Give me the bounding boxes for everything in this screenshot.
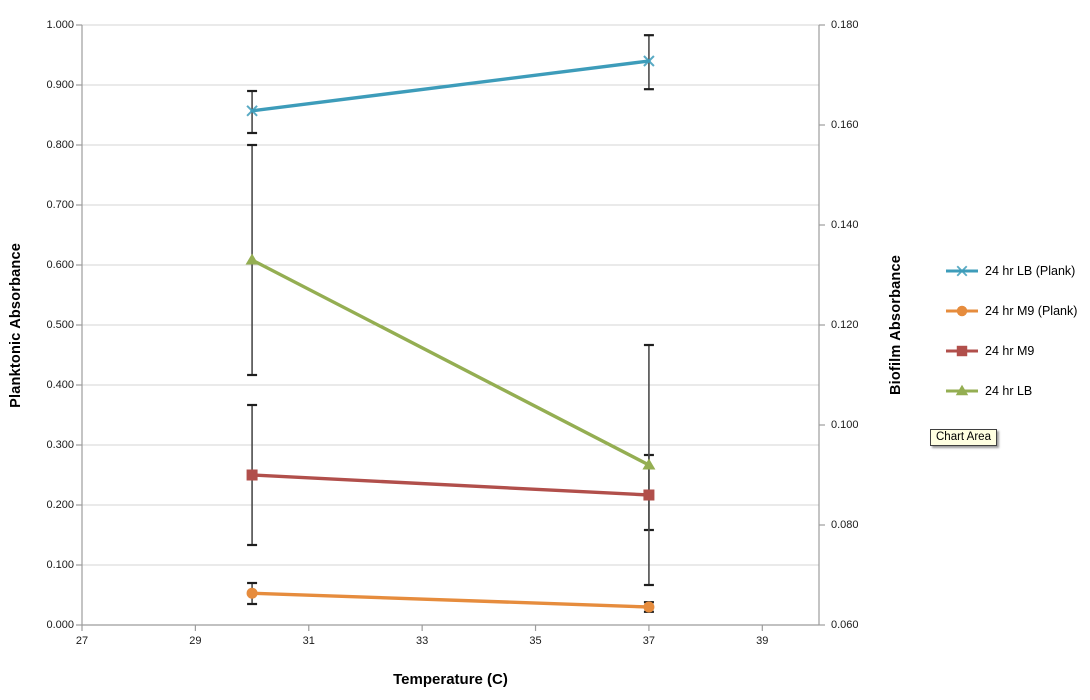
right-axis-tick-label: 0.100	[831, 419, 859, 431]
x-axis-tick-label: 31	[302, 635, 315, 647]
legend[interactable]: 24 hr LB (Plank) 24 hr M9 (Plank) 24 hr M9…	[946, 251, 1077, 411]
square-marker-icon	[246, 469, 258, 481]
left-axis-tick-label: 0.500	[46, 319, 74, 331]
legend-key-icon	[946, 265, 978, 277]
legend-item-24-hr-m9-plank-[interactable]: 24 hr M9 (Plank)	[946, 291, 1077, 331]
right-axis-tick-label: 0.120	[831, 319, 859, 331]
right-axis-tick-label: 0.160	[831, 119, 859, 131]
x-axis-tick-label: 33	[416, 635, 429, 647]
right-axis-tick-label: 0.180	[831, 19, 859, 31]
series-line-24-hr-m9[interactable]	[250, 473, 651, 497]
right-axis-tick-label: 0.080	[831, 519, 859, 531]
left-axis-tick-label: 0.400	[46, 379, 74, 391]
left-axis-tick-label: 0.000	[46, 619, 74, 631]
left-axis-tick-label: 0.200	[46, 499, 74, 511]
x-axis-tick-label: 27	[75, 635, 89, 647]
left-axis-tick-label: 1.000	[46, 19, 74, 31]
legend-label: 24 hr LB (Plank)	[985, 264, 1076, 278]
series-line-24-hr-lb[interactable]	[250, 258, 651, 467]
x-axis-tick-label: 39	[756, 635, 769, 647]
square-marker-icon	[956, 345, 968, 357]
triangle-marker-icon	[245, 253, 259, 265]
right-axis-tick-label: 0.140	[831, 219, 859, 231]
right-axis-title: Biofilm Absorbance	[882, 25, 910, 625]
legend-key-icon	[946, 384, 978, 396]
left-axis-tick-label: 0.900	[46, 79, 74, 91]
chart-area-tooltip: Chart Area	[930, 429, 997, 446]
x-marker-icon	[643, 55, 655, 67]
x-marker-icon	[956, 265, 968, 277]
legend-item-24-hr-m9[interactable]: 24 hr M9	[946, 331, 1077, 371]
x-axis-tick-label: 35	[529, 635, 542, 647]
triangle-marker-icon	[642, 458, 656, 470]
legend-item-24-hr-lb[interactable]: 24 hr LB	[946, 371, 1077, 411]
series-line-24-hr-lb-plank-[interactable]	[250, 59, 651, 113]
circle-marker-icon	[643, 601, 655, 613]
x-axis-tick-label: 37	[642, 635, 656, 647]
x-marker-icon	[246, 105, 258, 117]
series-line-24-hr-m9-plank-[interactable]	[250, 591, 651, 609]
circle-marker-icon	[246, 587, 258, 599]
circle-marker-icon	[956, 305, 968, 317]
left-axis-tick-label: 0.800	[46, 139, 74, 151]
right-axis-tick-label: 0.060	[831, 619, 859, 631]
legend-key-icon	[946, 345, 978, 357]
triangle-marker-icon	[955, 384, 969, 396]
legend-label: 24 hr LB	[985, 384, 1033, 398]
left-axis-tick-label: 0.700	[46, 199, 74, 211]
left-axis-title-text: Planktonic Absorbance	[8, 242, 24, 408]
legend-label: 24 hr M9	[985, 344, 1035, 358]
legend-key-icon	[946, 305, 978, 317]
left-axis-tick-label: 0.300	[46, 439, 74, 451]
square-marker-icon	[643, 489, 655, 501]
x-axis-title: Temperature (C)	[393, 671, 508, 688]
right-axis-title-text: Biofilm Absorbance	[888, 254, 904, 396]
left-axis-tick-label: 0.600	[46, 259, 74, 271]
legend-label: 24 hr M9 (Plank)	[985, 304, 1078, 318]
x-axis-tick-label: 29	[189, 635, 202, 647]
left-axis-tick-label: 0.100	[46, 559, 74, 571]
legend-item-24-hr-lb-plank-[interactable]: 24 hr LB (Plank)	[946, 251, 1077, 291]
